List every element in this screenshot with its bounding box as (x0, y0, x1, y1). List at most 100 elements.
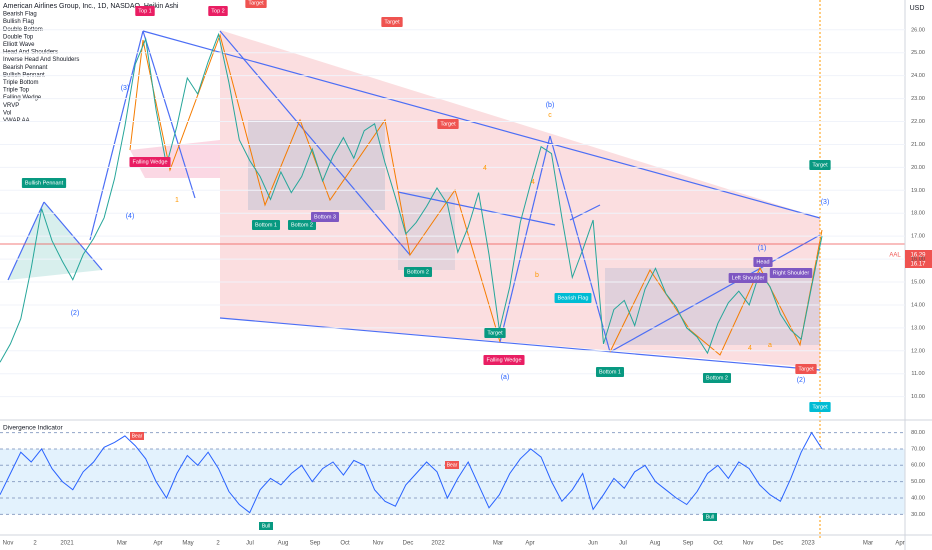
y-tick-label: 22.00 (911, 119, 925, 125)
box (605, 268, 820, 345)
rsi-label: Bull (706, 514, 714, 520)
indicator-name: Triple Top (3, 88, 30, 94)
indicator-name: Inverse Head And Shoulders (3, 57, 79, 63)
y-tick-label: 30.00 (911, 512, 925, 518)
y-tick-label: 80.00 (911, 430, 925, 436)
y-tick-label: 13.00 (911, 325, 925, 331)
label-text: Bullish Pennant (25, 180, 64, 186)
pattern-label: Bottom 2 (287, 220, 317, 230)
rsi-label: Bull (262, 523, 270, 529)
pattern-label: Target (437, 119, 459, 129)
wave-label: (b) (546, 102, 555, 109)
rsi-label: Bear (132, 433, 143, 439)
time-label: 2 (216, 541, 220, 547)
label-box (728, 273, 768, 283)
label-text: Target (384, 19, 400, 25)
label-text: Head (756, 259, 769, 265)
y-tick-label: 50.00 (911, 479, 925, 485)
last-price: 16.29 (910, 253, 926, 259)
label-text: Target (798, 366, 814, 372)
pattern-label: Left Shoulder (728, 273, 768, 283)
rsi-label: Bear (447, 462, 458, 468)
time-label: 2023 (801, 541, 815, 547)
time-label: Jul (246, 541, 254, 547)
y-tick-label: 24.00 (911, 73, 925, 79)
label-box (129, 157, 171, 167)
wave-label: 4 (483, 165, 487, 172)
indicator-name: VWAP AA (3, 118, 30, 124)
y-tick-label: 17.00 (911, 234, 925, 240)
y-tick-label: 23.00 (911, 96, 925, 102)
label-text: Right Shoulder (773, 270, 810, 276)
label-box (769, 268, 813, 278)
label-box (809, 160, 831, 170)
wave-label: (2) (71, 310, 80, 317)
label-box (245, 0, 267, 8)
time-label: Mar (117, 541, 127, 547)
label-box (554, 293, 592, 303)
currency: USD (910, 5, 925, 12)
time-label: Mar (493, 541, 503, 547)
label-box (135, 6, 155, 16)
label-box (381, 17, 403, 27)
pattern-label: Target (245, 0, 267, 8)
pattern-label: Head (753, 257, 773, 267)
pattern-label: Bottom 1 (595, 367, 625, 377)
label-box (809, 402, 831, 412)
pattern-lines (129, 33, 823, 356)
rsi-line (0, 431, 823, 514)
label-box (595, 367, 625, 377)
y-tick-label: 12.00 (911, 348, 925, 354)
time-label: May (182, 541, 193, 547)
label-text: Bottom 3 (314, 214, 336, 220)
pattern-label: Bottom 2 (702, 373, 732, 383)
time-label: Nov (373, 541, 384, 547)
label-box (403, 267, 433, 277)
y-tick-label: 10.00 (911, 394, 925, 400)
last-price-tag (905, 250, 932, 259)
wave-label: 1 (175, 197, 179, 204)
indicator-name: Vol (3, 110, 11, 116)
y-tick-label: 60.00 (911, 463, 925, 469)
y-tick-label: 18.00 (911, 211, 925, 217)
pattern-label: Bottom 3 (310, 212, 340, 222)
time-label: Jun (588, 541, 598, 547)
time-label: Aug (278, 541, 289, 547)
time-label: Apr (525, 541, 534, 547)
wave-label: b (535, 272, 539, 279)
label-text: Top 1 (138, 8, 151, 14)
rsi-label-box (259, 522, 273, 530)
pattern-label: Top 2 (208, 6, 228, 16)
pattern-label: Target (381, 17, 403, 27)
pattern-label: Falling Wedge (129, 157, 171, 167)
time-label: Oct (713, 541, 723, 547)
rsi-label-box (703, 513, 717, 521)
label-box (21, 178, 67, 188)
time-label: Nov (743, 541, 754, 547)
pattern-label: Target (484, 328, 506, 338)
label-text: Target (248, 0, 264, 6)
time-label: Nov (3, 541, 14, 547)
indicator-name: Bullish Flag (3, 19, 34, 25)
label-box (795, 364, 817, 374)
channel (220, 30, 820, 368)
indicator-name: Bearish Flag (3, 12, 37, 18)
label-box (483, 355, 525, 365)
price-line (0, 32, 823, 363)
indicator-name: Bearish Pennant (3, 65, 48, 71)
label-text: Target (487, 330, 503, 336)
label-text: Bottom 1 (255, 222, 277, 228)
y-tick-label: 25.00 (911, 50, 925, 56)
wedge (130, 140, 220, 178)
label-text: Bottom 2 (706, 375, 728, 381)
y-tick-label: 14.00 (911, 302, 925, 308)
rsi-label-box (445, 461, 459, 469)
indicator-name: Double Top (3, 34, 34, 40)
wave-label: (3) (121, 85, 130, 92)
time-label: Sep (310, 541, 321, 547)
pattern-label: Target (795, 364, 817, 374)
label-box (702, 373, 732, 383)
pattern-label: Target (809, 160, 831, 170)
time-label: Jul (619, 541, 627, 547)
